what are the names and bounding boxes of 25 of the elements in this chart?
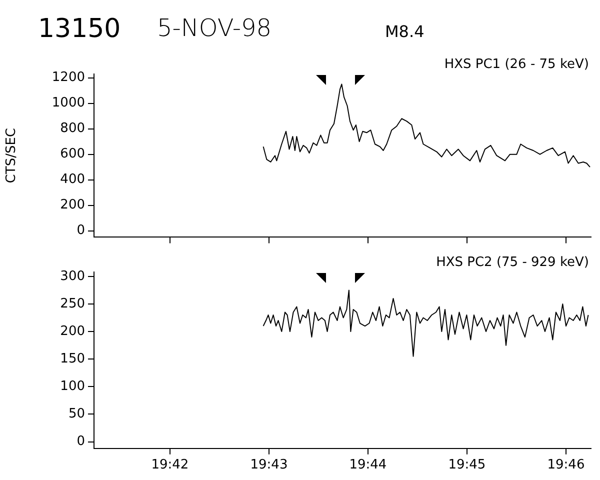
x-tick-label: 19:45 <box>448 458 486 473</box>
chart-subtitle: 5-NOV-98 <box>157 14 272 44</box>
y-tick-label: 0 <box>76 434 85 450</box>
y-tick-label: 0 <box>76 223 85 238</box>
y-tick-label: 100 <box>60 379 85 394</box>
x-tick-label: 19:42 <box>151 458 189 473</box>
y-tick-label: 400 <box>60 172 85 188</box>
text: M8.4 <box>385 22 424 43</box>
y-tick-label: 1000 <box>52 96 85 111</box>
y-tick-label: 300 <box>60 268 85 284</box>
y-tick-label: 200 <box>60 324 85 339</box>
x-tick-label: 19:43 <box>250 458 288 473</box>
x-tick-label: 19:46 <box>547 458 585 473</box>
y-tick-label: 250 <box>60 296 85 312</box>
y-tick-label: 150 <box>60 351 85 366</box>
y-tick-label: 1200 <box>52 70 85 86</box>
y-tick-label: 50 <box>68 406 85 422</box>
y-tick-label: 200 <box>60 198 85 213</box>
chart-title: 13150 <box>38 14 121 46</box>
x-tick-label: 19:44 <box>349 458 387 473</box>
y-axis-title: CTS/SEC <box>4 128 20 184</box>
text: HXS PC1 (26 - 75 keV) <box>444 56 589 72</box>
text: HXS PC2 (75 - 929 keV) <box>436 254 589 270</box>
y-tick-label: 800 <box>60 121 85 136</box>
y-tick-label: 600 <box>60 146 85 162</box>
